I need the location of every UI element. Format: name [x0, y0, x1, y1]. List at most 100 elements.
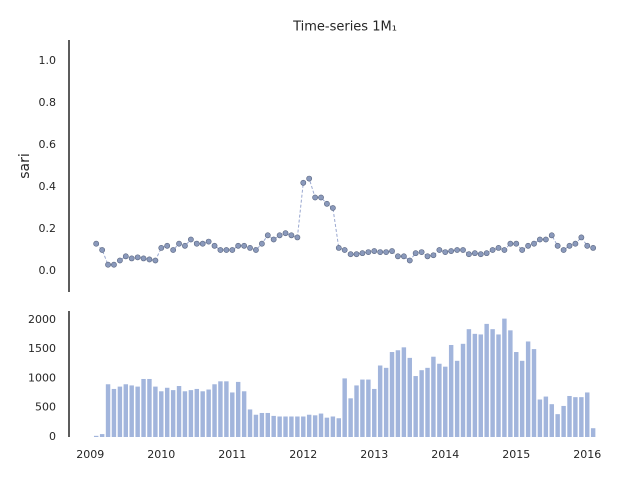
bar	[153, 386, 158, 437]
bar	[241, 391, 247, 437]
data-point	[400, 253, 407, 260]
x-tick-label: 2010	[147, 448, 175, 461]
bar	[443, 366, 448, 437]
data-point	[193, 240, 200, 247]
bar	[579, 397, 584, 437]
x-tick-label: 2016	[573, 448, 601, 461]
data-point	[483, 250, 490, 257]
bar	[389, 352, 395, 437]
data-point	[371, 248, 378, 254]
data-point	[578, 234, 585, 241]
data-point	[560, 247, 567, 253]
data-point	[105, 261, 111, 268]
data-point	[335, 244, 342, 251]
data-point	[241, 242, 248, 249]
data-point	[270, 236, 277, 243]
data-point	[448, 248, 455, 254]
bar	[212, 384, 217, 437]
y-tick-label: 0.2	[39, 222, 57, 235]
data-point	[554, 242, 561, 249]
data-point	[229, 247, 236, 253]
data-point	[424, 253, 431, 260]
data-point	[477, 251, 484, 258]
data-point	[235, 242, 242, 249]
data-point	[353, 251, 360, 258]
bar	[93, 435, 99, 437]
bar	[330, 416, 336, 437]
bar	[360, 379, 365, 437]
bar	[283, 416, 288, 437]
data-point	[158, 244, 165, 251]
x-tick-label: 2014	[431, 448, 459, 461]
y-tick-label: 0.0	[39, 264, 57, 277]
bar	[401, 347, 407, 437]
bar	[531, 349, 537, 437]
data-point	[412, 250, 419, 257]
data-point	[128, 255, 135, 262]
x-tick-label: 2013	[360, 448, 388, 461]
data-point	[418, 249, 425, 255]
bar	[366, 379, 371, 437]
bar	[585, 392, 590, 437]
bar	[170, 390, 176, 437]
data-point	[536, 236, 543, 243]
bar	[454, 360, 460, 437]
data-point	[276, 232, 283, 239]
data-point	[294, 234, 301, 241]
bar	[271, 415, 276, 437]
data-point	[99, 247, 106, 253]
data-point	[489, 247, 496, 253]
bar	[555, 414, 560, 437]
bar	[318, 413, 324, 437]
y-tick-label: 1500	[28, 342, 56, 355]
bar	[407, 357, 412, 437]
bar	[354, 385, 359, 437]
data-point	[466, 251, 472, 258]
y-tick-label: 1.0	[39, 54, 57, 67]
bar	[141, 378, 146, 437]
bar	[253, 414, 259, 437]
x-tick-label: 2012	[289, 448, 317, 461]
bar	[525, 341, 531, 437]
data-point	[525, 242, 532, 249]
data-point	[312, 194, 319, 201]
data-point	[566, 242, 573, 249]
data-point	[318, 194, 324, 201]
bar	[182, 391, 188, 437]
bar	[561, 405, 566, 437]
bar	[484, 323, 489, 437]
bar	[117, 386, 123, 437]
data-point	[223, 247, 230, 253]
bar	[496, 334, 501, 437]
data-point	[258, 240, 265, 247]
bar	[590, 428, 596, 437]
bar	[460, 343, 466, 437]
data-point	[531, 240, 537, 247]
y-tick-label: 1000	[28, 371, 56, 384]
data-point	[548, 232, 555, 239]
data-point	[442, 249, 449, 255]
data-point	[572, 240, 579, 247]
bar	[383, 367, 389, 437]
data-point	[430, 252, 437, 259]
bar	[265, 412, 270, 437]
data-point	[111, 261, 117, 268]
data-point	[211, 242, 218, 249]
data-point	[495, 244, 502, 251]
data-point	[436, 247, 443, 253]
bar	[111, 388, 117, 437]
data-point	[93, 240, 100, 247]
y-tick-label: 2000	[28, 313, 56, 326]
bar	[247, 409, 253, 437]
data-point	[389, 248, 395, 254]
bar	[342, 378, 347, 437]
bar	[306, 414, 312, 437]
y-tick-label: 500	[35, 401, 56, 414]
data-point	[329, 205, 336, 211]
bar	[99, 434, 105, 437]
bar	[200, 391, 205, 437]
data-point	[205, 238, 212, 245]
bar	[519, 360, 525, 437]
data-point	[282, 230, 289, 237]
